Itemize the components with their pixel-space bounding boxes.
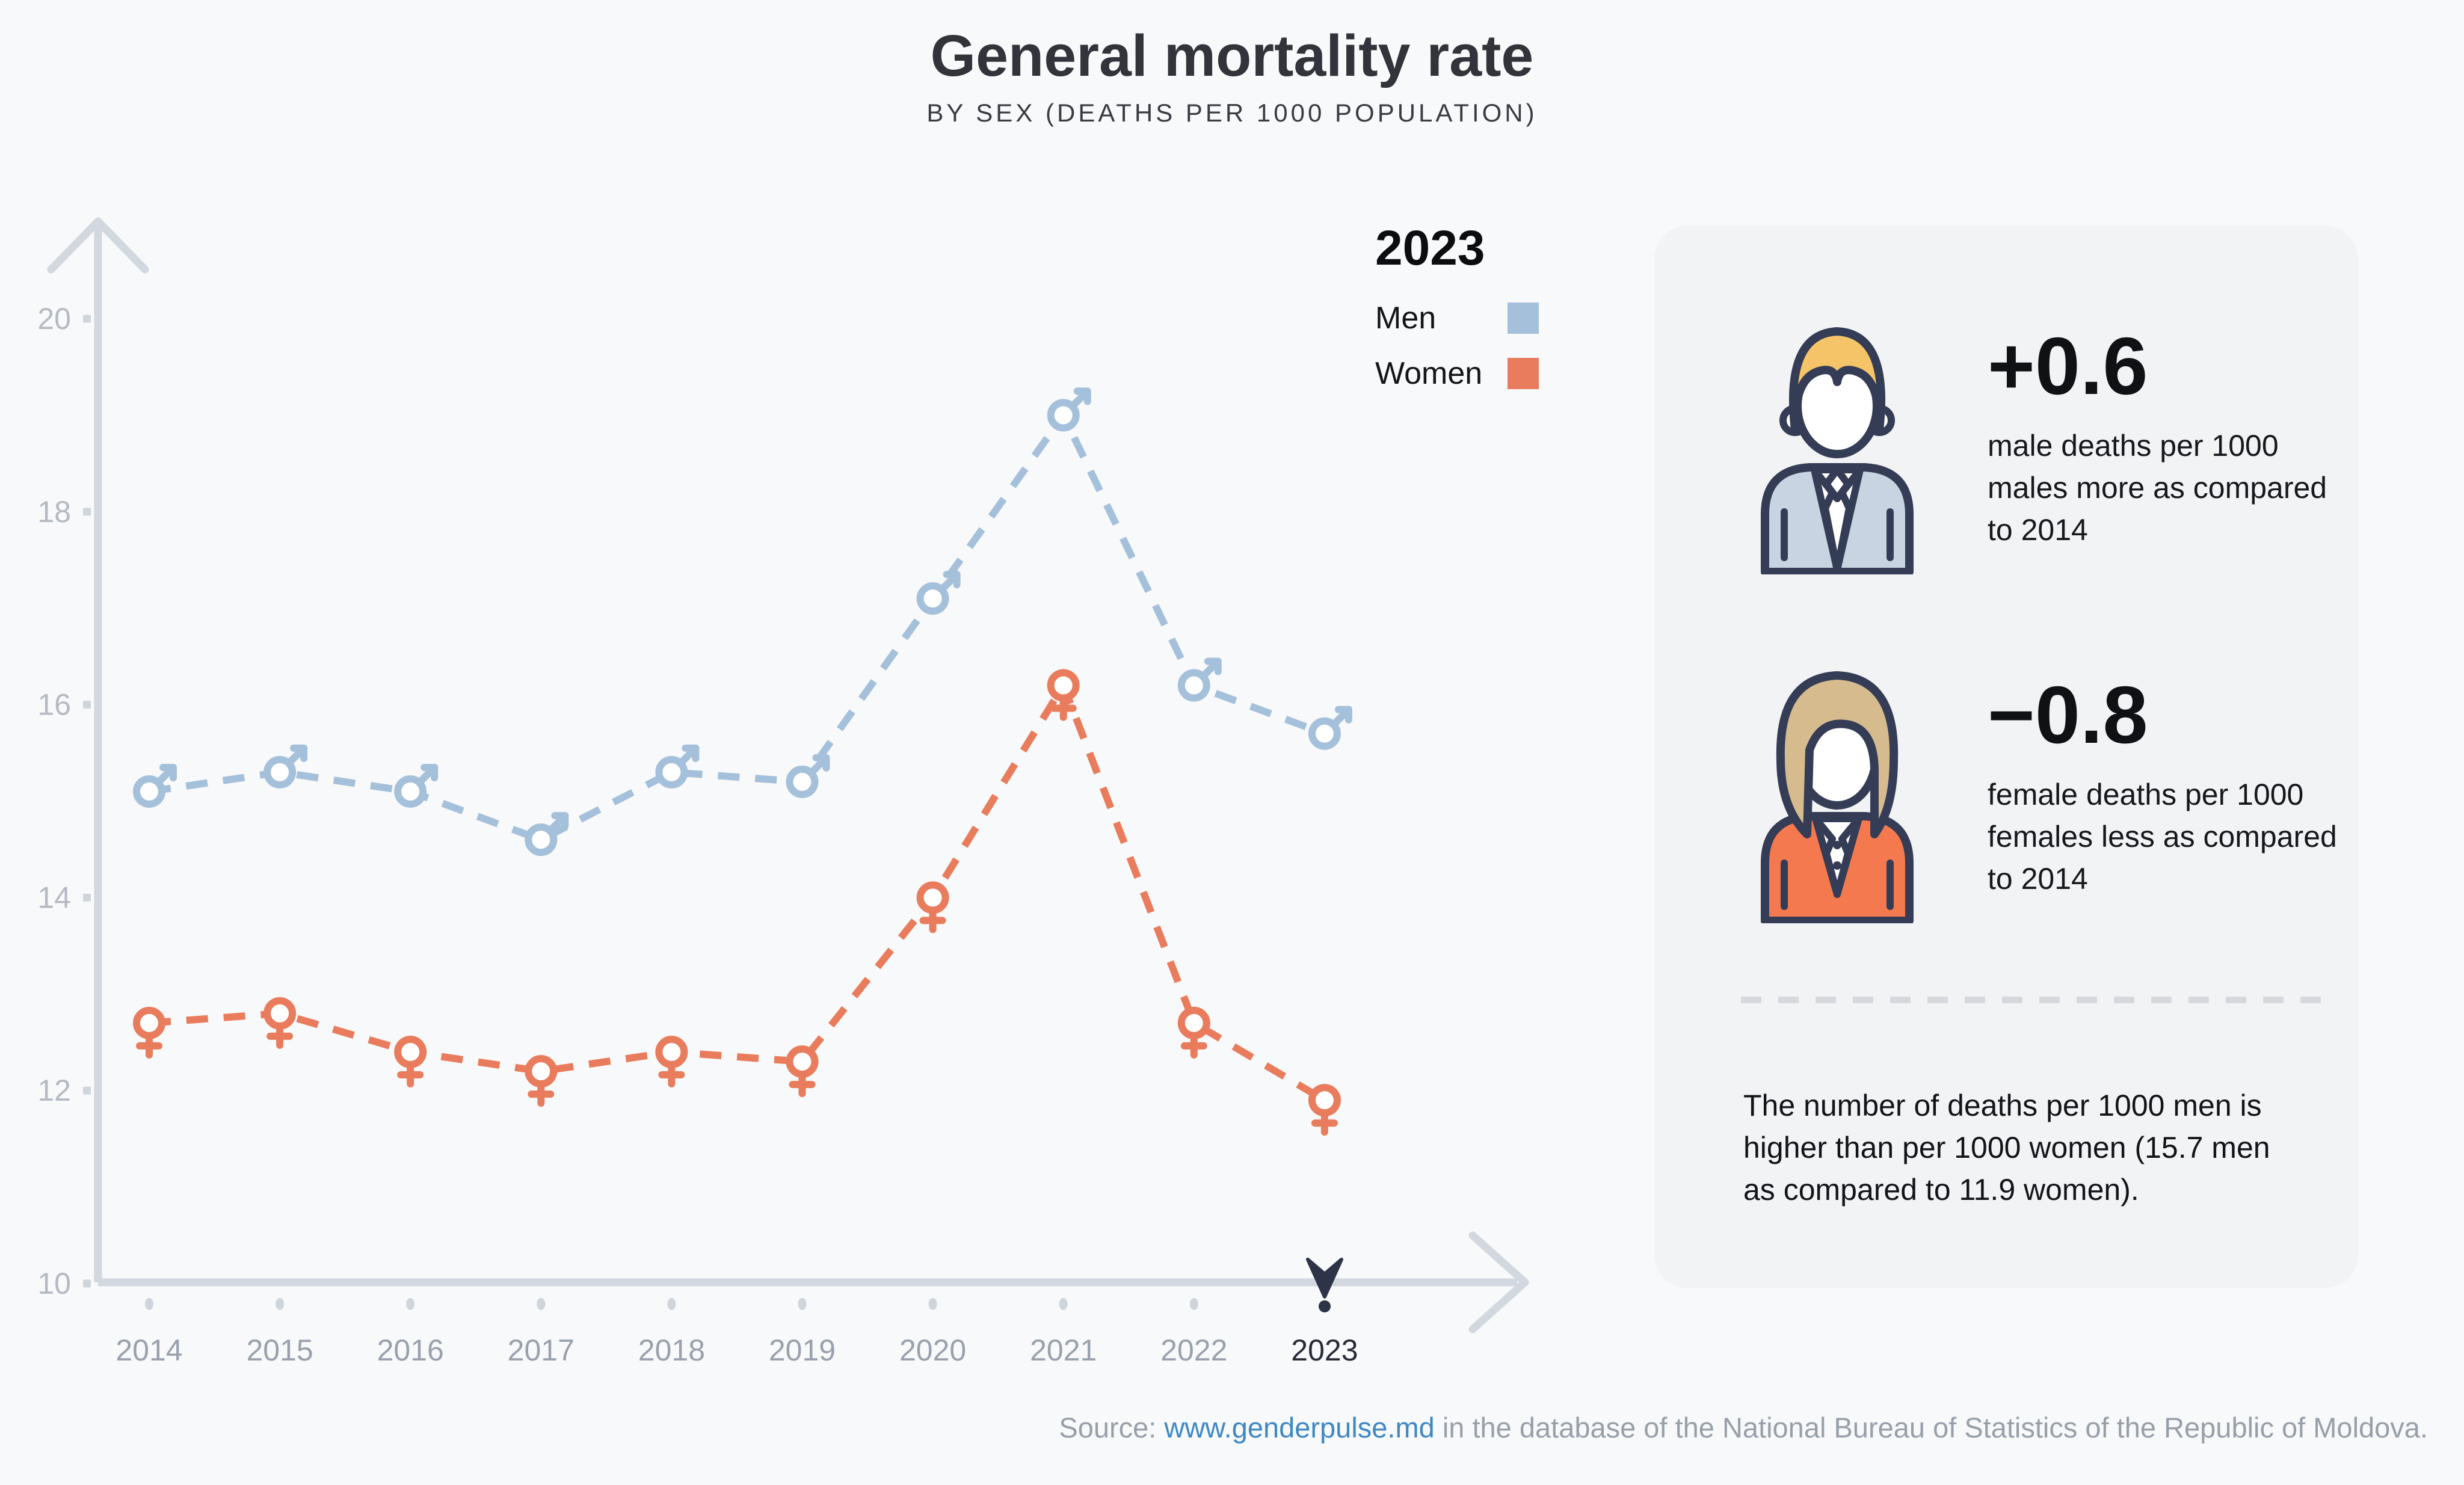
legend-swatch-women [1508, 358, 1539, 389]
y-tick-label: 20 [37, 302, 71, 336]
x-tick-dot [145, 1298, 153, 1310]
x-tick-label-2020[interactable]: 2020 [899, 1333, 966, 1367]
y-tick-label: 18 [37, 495, 71, 529]
female-stat-value: −0.8 [1988, 669, 2148, 760]
male-symbol-marker [394, 763, 439, 808]
x-tick-dot [667, 1298, 676, 1310]
x-tick-label-2015[interactable]: 2015 [246, 1333, 313, 1367]
woman-avatar-icon [1741, 659, 1933, 926]
x-tick-label-2018[interactable]: 2018 [638, 1333, 705, 1367]
male-stat-description: male deaths per 1000 males more as compa… [1988, 429, 2327, 547]
y-tick [83, 1086, 91, 1095]
x-tick-label-2019[interactable]: 2019 [769, 1333, 836, 1367]
legend-item-women[interactable]: Women [1375, 356, 1539, 391]
series-line-men [149, 408, 1326, 844]
male-symbol-marker [263, 744, 308, 789]
female-stat-row: −0.8 female deaths per 1000 females less… [1741, 659, 2342, 926]
y-axis-arrow [47, 217, 149, 274]
x-tick-dot [928, 1298, 937, 1310]
female-symbol-marker [1308, 1084, 1341, 1136]
x-tick-label-2016[interactable]: 2016 [377, 1333, 444, 1367]
legend-selected-year: 2023 [1375, 221, 1485, 275]
x-tick-dot [798, 1298, 807, 1310]
female-symbol-marker [916, 881, 949, 933]
y-tick-label: 12 [37, 1074, 71, 1107]
male-stat-value: +0.6 [1988, 321, 2148, 411]
x-tick-dot [1059, 1298, 1068, 1310]
female-symbol-marker [133, 1006, 165, 1059]
y-tick [83, 315, 91, 323]
male-symbol-marker [133, 763, 177, 808]
male-symbol-marker [1177, 657, 1222, 702]
y-tick [83, 1279, 91, 1288]
female-symbol-marker [394, 1036, 427, 1088]
female-symbol-marker [263, 997, 297, 1049]
y-tick-label: 14 [37, 881, 71, 914]
female-symbol-marker [525, 1055, 558, 1107]
stats-panel: +0.6 male deaths per 1000 males more as … [1654, 226, 2358, 1288]
x-tick-label-2022[interactable]: 2022 [1160, 1333, 1227, 1367]
summary-note: The number of deaths per 1000 men is hig… [1743, 1089, 2270, 1207]
y-tick-label: 16 [37, 688, 71, 722]
x-tick-dot [1189, 1298, 1198, 1310]
x-axis-arrow [1468, 1231, 1529, 1333]
x-tick-dot [537, 1298, 546, 1310]
year-pin-dot [1319, 1300, 1331, 1312]
year-pin[interactable] [1306, 1258, 1343, 1299]
page-subtitle: BY SEX (DEATHS PER 1000 POPULATION) [926, 98, 1538, 127]
legend-swatch-men [1508, 303, 1539, 334]
source-suffix: in the database of the National Bureau o… [1434, 1412, 2428, 1443]
man-avatar-icon [1741, 310, 1933, 577]
source-line: Source: www.genderpulse.md in the databa… [1059, 1411, 2428, 1444]
male-symbol-marker [786, 754, 830, 798]
source-prefix: Source: [1059, 1412, 1165, 1443]
x-tick-label-2017[interactable]: 2017 [508, 1333, 574, 1367]
male-symbol-marker [655, 744, 700, 789]
female-stat-description: female deaths per 1000 females less as c… [1988, 778, 2337, 896]
male-symbol-marker [916, 571, 961, 615]
chart-header: General mortality rate BY SEX (DEATHS PE… [0, 25, 2464, 128]
male-symbol-marker [1047, 387, 1091, 432]
male-stat-row: +0.6 male deaths per 1000 males more as … [1741, 310, 2342, 577]
y-tick [83, 893, 91, 902]
series-line-women [149, 677, 1326, 1104]
x-tick-dot [276, 1298, 285, 1310]
x-tick-label-2014[interactable]: 2014 [116, 1333, 182, 1367]
dashed-divider [1741, 997, 2336, 1003]
chart-legend: 2023 Men Women [1375, 224, 1539, 391]
source-link[interactable]: www.genderpulse.md [1164, 1412, 1435, 1443]
y-tick [83, 701, 91, 709]
x-tick-label-2021[interactable]: 2021 [1030, 1333, 1097, 1367]
page-title: General mortality rate [930, 23, 1534, 88]
x-tick-dot [406, 1298, 415, 1310]
y-tick [83, 508, 91, 516]
female-symbol-marker [786, 1045, 819, 1098]
legend-label-men: Men [1375, 301, 1437, 336]
female-symbol-marker [1177, 1006, 1210, 1059]
legend-label-women: Women [1375, 356, 1483, 391]
female-symbol-marker [1047, 669, 1080, 721]
male-symbol-marker [1308, 706, 1352, 750]
y-tick-label: 10 [37, 1267, 71, 1300]
male-symbol-marker [525, 812, 569, 856]
x-tick-label-2023[interactable]: 2023 [1291, 1333, 1358, 1367]
female-symbol-marker [655, 1036, 688, 1088]
legend-item-men[interactable]: Men [1375, 301, 1539, 336]
